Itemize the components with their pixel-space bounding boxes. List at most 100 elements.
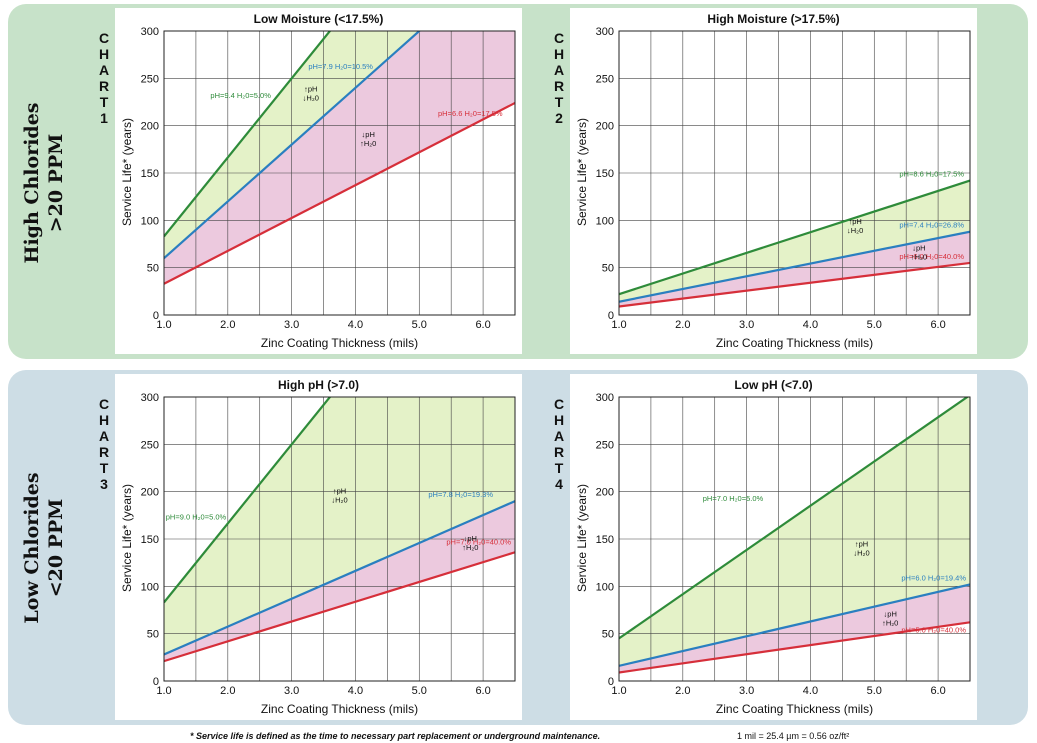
chart-1-plot: 1.0 2.0 3.0 4.0 5.0 6.0 0 50 100 150 200 250 300 pH=9…: [141, 26, 516, 331]
y-tick-label: 50: [602, 629, 614, 641]
region-fill-lower: [164, 501, 515, 662]
x-tick-label: 1.0: [611, 319, 626, 331]
chart-3-panel: CHART 3 High pH (>7.0) Service Life* (ye…: [99, 374, 522, 720]
series-label: pH=5.0 H₂0=40.0%: [901, 625, 966, 634]
series-label: pH=9.0 H₂0=5.0%: [166, 513, 227, 522]
y-tick-label: 300: [596, 26, 614, 38]
band-label-line2: <20 PPM: [45, 498, 67, 598]
x-tick-label: 3.0: [739, 319, 754, 331]
x-tick-label: 6.0: [930, 685, 945, 697]
x-tick-label: 6.0: [475, 319, 490, 331]
x-axis-label: Zinc Coating Thickness (mils): [715, 336, 874, 350]
y-tick-label: 100: [596, 581, 614, 593]
region-fill-lower: [619, 231, 970, 307]
arrow-annotation-up-ph: ↑pH: [333, 487, 346, 496]
region-fill-upper: [164, 397, 515, 655]
arrow-annotation-up-ph: ↑pH: [304, 85, 317, 94]
series-line-green: [164, 31, 332, 238]
arrow-annotation-down-h2o: ↓H₂0: [847, 226, 863, 235]
series-label: pH=7.0 H₂0=5.0%: [703, 494, 764, 503]
series-line-red: [619, 261, 970, 308]
y-tick-label: 300: [596, 392, 614, 404]
plot-border: [163, 30, 516, 316]
arrow-annotation-up-h2o: ↑H₂0: [882, 619, 898, 628]
x-tick-label: 1.0: [156, 319, 171, 331]
y-tick-label: 150: [596, 168, 614, 180]
arrow-annotation-up-ph: ↑pH: [848, 217, 861, 226]
x-tick-label: 1.0: [611, 685, 626, 697]
chart-number-label: CHART 3: [98, 396, 110, 492]
series-line-red: [164, 551, 515, 663]
chart-number-label: CHART 1: [98, 30, 110, 126]
y-tick-label: 100: [141, 215, 159, 227]
series-label: pH=6.6 H₂0=17.5%: [438, 109, 503, 118]
x-tick-label: 4.0: [803, 319, 818, 331]
y-tick-label: 200: [141, 487, 159, 499]
series-label: pH=8.6 H₂0=17.5%: [899, 170, 964, 179]
y-tick-label: 300: [141, 26, 159, 38]
x-axis-label: Zinc Coating Thickness (mils): [260, 702, 419, 716]
series-label: pH=6.0 H₂0=40.0%: [899, 252, 964, 261]
y-tick-label: 200: [596, 487, 614, 499]
chart-4-panel: CHART 4 Low pH (<7.0) Service Life* (yea…: [554, 374, 977, 720]
series-label: pH=9.4 H₂0=5.0%: [210, 91, 271, 100]
x-axis-label: Zinc Coating Thickness (mils): [715, 702, 874, 716]
y-tick-label: 0: [608, 676, 614, 688]
band-label-line2: >20 PPM: [45, 133, 67, 233]
chart-1-panel: CHART 1 Low Moisture (<17.5%) Service Li…: [99, 8, 522, 354]
x-tick-label: 5.0: [412, 319, 427, 331]
series-label: pH=7.0 H₂0=40.0%: [446, 537, 511, 546]
series-label: pH=7.4 H₂0=26.8%: [899, 221, 964, 230]
chart-title: Low pH (<7.0): [734, 378, 813, 392]
y-tick-label: 250: [596, 73, 614, 85]
series-label: pH=7.9 H₂0=10.5%: [308, 62, 373, 71]
plot-area: [619, 31, 970, 315]
series-line-blue: [619, 583, 970, 667]
region-fill-upper: [619, 180, 970, 302]
plot-area: [164, 397, 515, 681]
y-tick-label: 250: [141, 439, 159, 451]
series-line-red: [619, 621, 970, 674]
x-tick-label: 5.0: [867, 319, 882, 331]
chart-4-plot: 1.0 2.0 3.0 4.0 5.0 6.0 0 50 100 150 200 250 300 pH=7…: [596, 392, 971, 697]
arrow-annotation-down-ph: ↓pH: [884, 610, 897, 619]
x-axis-label: Zinc Coating Thickness (mils): [260, 336, 419, 350]
plot-area: [164, 31, 515, 315]
series-line-green: [619, 397, 970, 640]
x-tick-label: 3.0: [284, 685, 299, 697]
high-chlorides-label: High Chlorides >20 PPM: [20, 102, 68, 263]
y-tick-label: 150: [141, 168, 159, 180]
arrow-annotation-down-ph: ↓pH: [912, 244, 925, 253]
service-life-footnote: * Service life is defined as the time to…: [190, 731, 601, 741]
x-tick-label: 1.0: [156, 685, 171, 697]
arrow-annotation-up-h2o: ↑H₂0: [360, 139, 376, 148]
x-tick-label: 5.0: [412, 685, 427, 697]
series-line-red: [164, 101, 515, 285]
band-label-line1: High Chlorides: [21, 102, 43, 264]
y-tick-label: 50: [147, 263, 159, 275]
x-tick-label: 4.0: [803, 685, 818, 697]
arrow-annotation-down-ph: ↓pH: [464, 534, 477, 543]
x-tick-label: 2.0: [675, 319, 690, 331]
x-tick-label: 3.0: [284, 319, 299, 331]
chart-3-plot: 1.0 2.0 3.0 4.0 5.0 6.0 0 50 100 150 200 250 300 pH=9…: [141, 392, 516, 697]
chart-2-panel: CHART 2 High Moisture (>17.5%) Service L…: [554, 8, 977, 354]
x-tick-label: 2.0: [675, 685, 690, 697]
y-tick-label: 100: [596, 215, 614, 227]
chart-title: High Moisture (>17.5%): [707, 12, 840, 26]
series-line-blue: [619, 230, 970, 303]
y-tick-label: 0: [153, 310, 159, 322]
y-tick-label: 150: [141, 534, 159, 546]
unit-conversion-note: 1 mil = 25.4 µm = 0.56 oz/ft²: [737, 731, 850, 741]
arrow-annotation-down-h2o: ↓H₂0: [331, 496, 347, 505]
arrow-annotation-up-h2o: ↑H₂0: [462, 543, 478, 552]
arrow-annotation-up-ph: ↑pH: [855, 540, 868, 549]
x-tick-label: 4.0: [348, 685, 363, 697]
y-tick-label: 200: [596, 121, 614, 133]
y-tick-label: 200: [141, 121, 159, 133]
series-line-green: [164, 397, 332, 604]
y-tick-label: 150: [596, 534, 614, 546]
chart-number-label: CHART 2: [553, 30, 565, 126]
plot-border: [618, 396, 971, 682]
x-tick-label: 2.0: [220, 685, 235, 697]
